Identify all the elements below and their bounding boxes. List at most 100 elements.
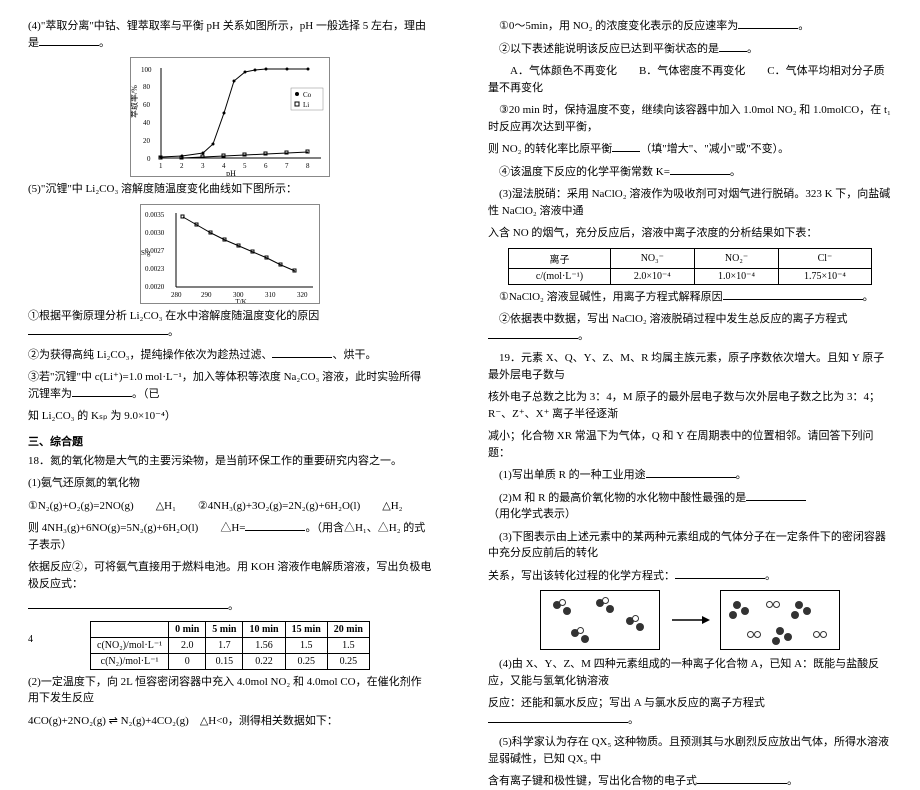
t1-h2: 5 min	[206, 621, 243, 637]
r3-blank	[612, 142, 640, 152]
svg-text:2: 2	[180, 162, 184, 170]
eq3a: 依据反应②，可将氨气直接用于燃料电池。用 KOH 溶液作电解质溶液，写出负极电极…	[28, 561, 431, 590]
q19a: 19．元素 X、Q、Y、Z、M、R 均属主族元素，原子序数依次增大。且知 Y 原…	[488, 350, 892, 383]
t2h: NO₂⁻	[694, 248, 778, 268]
q19c: 减小；化合物 XR 常温下为气体，Q 和 Y 在周期表中的位置相邻。请回答下列问…	[488, 428, 892, 461]
table2: 离子 NO₃⁻ NO₂⁻ Cl⁻ c/(mol·L⁻¹) 2.0×10⁻⁴ 1.…	[508, 248, 872, 285]
table-row: c/(mol·L⁻¹) 2.0×10⁻⁴ 1.0×10⁻⁴ 1.75×10⁻⁴	[509, 268, 872, 284]
svg-text:0.0020: 0.0020	[145, 283, 165, 291]
eq2-blank	[245, 521, 305, 531]
r3c: （填"增大"、"减小"或"不变）。	[640, 143, 789, 155]
svg-text:7: 7	[285, 162, 289, 170]
sub2: ②为获得高纯 Li₂CO₃，提纯操作依次为趁热过滤、 、烘干。	[28, 347, 432, 364]
r4b: 。	[730, 166, 741, 178]
r6-text: ②依据表中数据，写出 NaClO₂ 溶液脱硝过程中发生总反应的离子方程式	[499, 313, 848, 325]
r4: ④该温度下反应的化学平衡常数 K= 。	[488, 164, 892, 181]
q19-1-text: (1)写出单质 R 的一种工业用途	[499, 469, 646, 481]
r6: ②依据表中数据，写出 NaClO₂ 溶液脱硝过程中发生总反应的离子方程式。	[488, 311, 892, 344]
left-column: (4)"萃取分离"中钴、锂萃取率与平衡 pH 关系如图所示，pH 一般选择 5 …	[0, 0, 460, 651]
sub3: ③若"沉锂"中 c(Li⁺)=1.0 mol·L⁻¹，加入等体积等浓度 Na₂C…	[28, 369, 432, 402]
table1: 0 min 5 min 10 min 15 min 20 min c(NO₂)/…	[90, 621, 370, 670]
q19-3b-text: 关系，写出该转化过程的化学方程式：	[488, 570, 675, 582]
eq1: ①N₂(g)+O₂(g)=2NO(g) △H₁ ②4NH₃(g)+3O₂(g)=…	[28, 498, 432, 515]
q19-5b: 含有离子键和极性键，写出化合物的电子式。	[488, 773, 892, 790]
q19b: 核外电子总数之比为 3：4，M 原子的最外层电子数与次外层电子数之比为 3：4；…	[488, 389, 892, 422]
q19-4b: 反应：还能和氯水反应；写出 A 与氯水反应的离子方程式。	[488, 695, 892, 728]
q19-1-blank	[646, 468, 736, 478]
section3-head: 三、综合题	[28, 433, 432, 449]
r2b: 。	[747, 43, 758, 55]
q19-2-blank	[746, 491, 806, 501]
svg-text:310: 310	[265, 291, 276, 299]
q5-text: (5)"沉锂"中 Li₂CO₃ 溶解度随温度变化曲线如下图所示：	[28, 181, 432, 198]
before-box	[540, 590, 660, 650]
after-box	[720, 590, 840, 650]
q19-3a: (3)下图表示由上述元素中的某两种元素组成的气体分子在一定条件下的密闭容器中充分…	[488, 529, 892, 562]
t2h: Cl⁻	[779, 248, 872, 268]
q19-4-blank	[488, 713, 628, 723]
r1: ①0～5min，用 NO₂ 的浓度变化表示的反应速率为。	[488, 18, 892, 35]
r2-blank	[719, 42, 747, 52]
r5-text: ①NaClO₂ 溶液显碱性，用离子方程式解释原因	[499, 291, 723, 303]
q18-2b: 4CO(g)+2NO₂(g) ⇌ N₂(g)+4CO₂(g) △H<0，测得相关…	[28, 713, 432, 730]
q19-5a: (5)科学家认为存在 QX₅ 这种物质。且预测其与水剧烈反应放出气体，所得水溶液…	[488, 734, 892, 767]
r1-blank	[738, 19, 798, 29]
r2: ②以下表述能说明该反应已达到平衡状态的是 。	[488, 41, 892, 58]
svg-text:60: 60	[143, 101, 151, 109]
q19-3b: 关系，写出该转化过程的化学方程式：。	[488, 568, 892, 585]
svg-text:40: 40	[143, 119, 151, 127]
sub1: ①根据平衡原理分析 Li₂CO₃ 在水中溶解度随温度变化的原因。	[28, 308, 432, 341]
r4a: ④该温度下反应的化学平衡常数 K=	[499, 166, 670, 178]
svg-text:290: 290	[201, 291, 212, 299]
q18-3b: 入含 NO 的烟气，充分反应后，溶液中离子浓度的分析结果如下表：	[488, 225, 892, 242]
t1-h1: 0 min	[169, 621, 206, 637]
t1c: 0.25	[285, 653, 327, 669]
t1c: 0.25	[327, 653, 369, 669]
chart2-wrap: 0.00350.0030 0.00270.0023 0.0020 280290 …	[28, 204, 432, 304]
svg-text:S/g: S/g	[141, 249, 151, 257]
sub3c: 知 Li₂CO₃ 的 Kₛₚ 为 9.0×10⁻⁴）	[28, 408, 432, 425]
t1c: 0.22	[243, 653, 285, 669]
table1-head: 0 min 5 min 10 min 15 min 20 min	[91, 621, 370, 637]
t1-h3: 10 min	[243, 621, 285, 637]
q19-5-blank	[697, 774, 787, 784]
arrow-icon	[670, 610, 710, 630]
r3b: 则 NO₂ 的转化率比原平衡	[488, 143, 612, 155]
t1-h0	[91, 621, 169, 637]
svg-text:Li: Li	[303, 101, 309, 109]
q19-5b-text: 含有离子键和极性键，写出化合物的电子式	[488, 775, 697, 787]
svg-text:320: 320	[297, 291, 308, 299]
svg-text:5: 5	[243, 162, 247, 170]
r2-opts: A．气体颜色不再变化 B．气体密度不再变化 C．气体平均相对分子质量不再变化	[488, 63, 892, 96]
r1a: ①0～5min，用 NO₂ 的浓度变化表示的反应速率为	[499, 20, 738, 32]
t1c: c(N₂)/mol·L⁻¹	[91, 653, 169, 669]
sub2-text: ②为获得高纯 Li₂CO₃，提纯操作依次为趁热过滤、	[28, 349, 272, 361]
r2a: ②以下表述能说明该反应已达到平衡状态的是	[499, 43, 719, 55]
reaction-diagram	[488, 590, 892, 650]
sub3-blank	[72, 387, 132, 397]
r3a: ③20 min 时，保持温度不变，继续向该容器中加入 1.0mol NO₂ 和 …	[488, 102, 892, 135]
svg-text:0: 0	[147, 155, 151, 163]
sub2-tail: 、烘干。	[332, 349, 376, 361]
right-column: ①0～5min，用 NO₂ 的浓度变化表示的反应速率为。 ②以下表述能说明该反应…	[460, 0, 920, 651]
r5: ①NaClO₂ 溶液显碱性，用离子方程式解释原因。	[488, 289, 892, 306]
t2c: 1.0×10⁻⁴	[694, 268, 778, 284]
q18-3a: (3)湿法脱硝：采用 NaClO₂ 溶液作为吸收剂可对烟气进行脱硝。323 K …	[488, 186, 892, 219]
svg-text:20: 20	[143, 137, 151, 145]
table-row: 离子 NO₃⁻ NO₂⁻ Cl⁻	[509, 248, 872, 268]
t1c: 0.15	[206, 653, 243, 669]
svg-text:0.0030: 0.0030	[145, 229, 165, 237]
svg-text:280: 280	[171, 291, 182, 299]
table-row: c(N₂)/mol·L⁻¹ 0 0.15 0.22 0.25 0.25	[91, 653, 370, 669]
svg-text:3: 3	[201, 162, 205, 170]
q18-2a: (2)一定温度下，向 2L 恒容密闭容器中充入 4.0mol NO₂ 和 4.0…	[28, 674, 432, 707]
q4-blank	[39, 36, 99, 46]
solubility-chart: 0.00350.0030 0.00270.0023 0.0020 280290 …	[140, 204, 320, 304]
svg-text:80: 80	[143, 83, 151, 91]
svg-text:0.0035: 0.0035	[145, 211, 165, 219]
q19-2a: (2)M 和 R 的最高价氧化物的水化物中酸性最强的是	[499, 492, 746, 504]
t1-h4: 15 min	[285, 621, 327, 637]
eq3-blank-line: 。	[28, 598, 432, 615]
eq2a: 则 4NH₃(g)+6NO(g)=5N₂(g)+6H₂O(l) △H=	[28, 522, 245, 534]
r4-blank	[670, 165, 730, 175]
